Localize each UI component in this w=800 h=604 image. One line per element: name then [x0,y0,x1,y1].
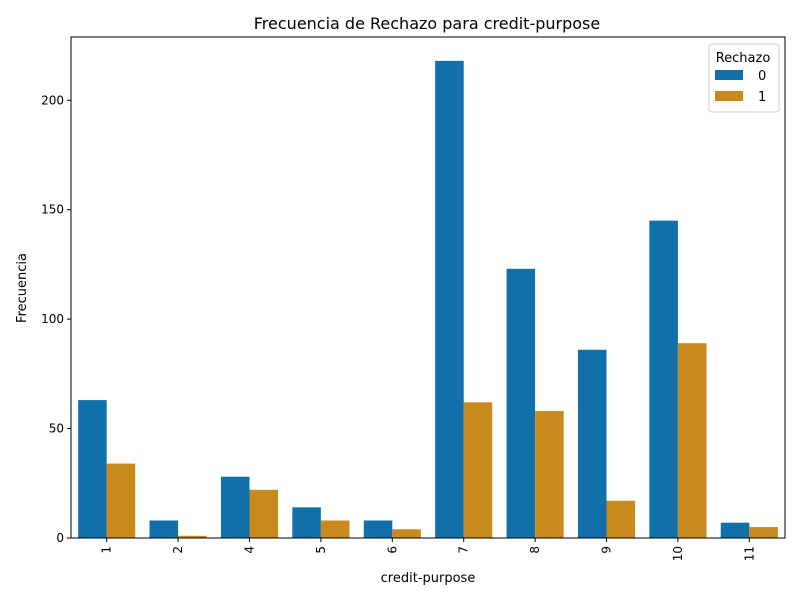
x-tick-label-6: 6 [385,546,399,554]
legend-entry-1: 1 [758,90,766,105]
x-tick-label-1: 1 [100,546,114,554]
plot-frame [70,36,786,539]
bar-2-series-1 [178,535,207,538]
x-tick-label-11: 11 [742,546,756,561]
bar-1-series-0 [78,400,107,538]
bar-6-series-1 [392,529,421,538]
x-tick-label-7: 7 [457,546,471,554]
bar-4-series-0 [220,476,250,538]
y-tick-label: 100 [41,312,64,326]
legend-swatch-0 [715,70,743,80]
bars-group [78,60,778,539]
x-tick-label-2: 2 [171,546,185,554]
bar-11-series-1 [749,527,778,538]
bar-9-series-0 [577,349,607,538]
y-tick-label: 50 [49,422,64,436]
x-tick-label-4: 4 [243,546,257,554]
x-axis-label: credit-purpose [381,571,476,586]
bar-5-series-1 [320,520,350,538]
legend: Rechazo 0 1 [708,43,780,113]
legend-entry-0: 0 [758,69,766,84]
bar-6-series-0 [363,520,393,538]
legend-title: Rechazo [716,51,771,66]
y-axis: 0 50 100 150 200 [41,93,71,545]
bar-1-series-1 [106,463,136,538]
y-tick-label: 200 [41,93,64,107]
chart-title: Frecuencia de Rechazo para credit-purpos… [254,14,600,33]
bar-9-series-1 [606,500,636,538]
y-axis-label: Frecuencia [15,253,30,323]
x-tick-label-5: 5 [314,546,328,554]
bar-10-series-0 [649,220,678,538]
bar-8-series-0 [506,268,536,538]
bar-11-series-0 [720,522,750,538]
bar-10-series-1 [677,343,707,538]
bar-7-series-0 [435,60,464,539]
x-tick-label-9: 9 [600,546,614,554]
x-tick-label-10: 10 [671,546,685,561]
x-tick-label-8: 8 [528,546,542,554]
bar-5-series-0 [292,507,321,538]
bar-4-series-1 [249,489,279,538]
y-tick-label: 150 [41,203,64,217]
x-axis: 1 2 4 5 6 7 8 9 10 11 [100,538,756,561]
bar-2-series-0 [149,520,179,538]
bar-8-series-1 [535,411,564,538]
bar-7-series-1 [463,402,493,538]
y-tick-label: 0 [56,531,64,545]
legend-swatch-1 [715,91,743,101]
